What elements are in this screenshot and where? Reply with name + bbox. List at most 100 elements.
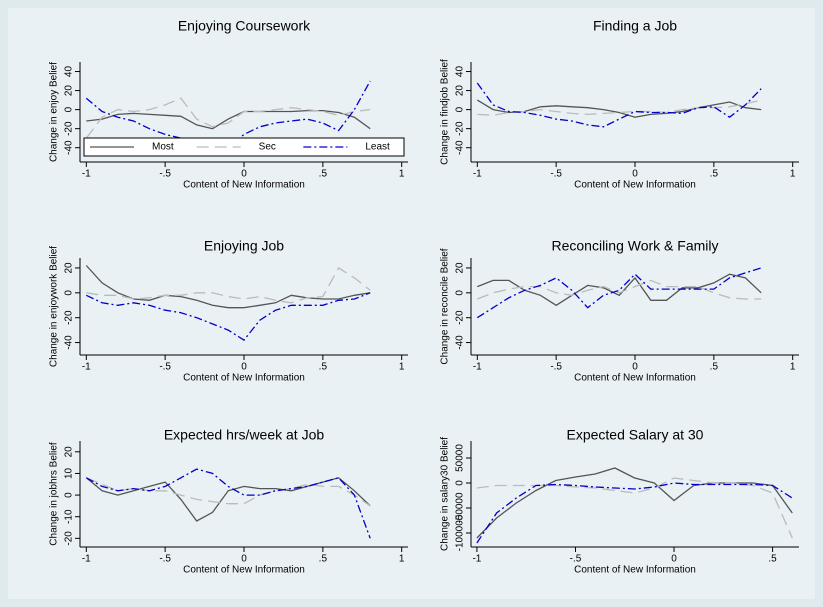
y-tick-label: 20 — [455, 262, 466, 274]
y-tick-label: 20 — [64, 446, 75, 458]
x-tick-label: -1 — [82, 169, 91, 180]
y-tick-label: 0 — [64, 106, 75, 112]
x-tick-label: 1 — [399, 169, 405, 180]
y-tick-label: 20 — [64, 262, 75, 274]
x-tick-label: .5 — [710, 362, 719, 373]
y-tick-label: 0 — [64, 492, 75, 498]
x-tick-label: 0 — [632, 362, 638, 373]
series-line — [86, 109, 371, 130]
x-tick-label: 0 — [241, 554, 247, 565]
x-tick-label: 0 — [241, 169, 247, 180]
x-tick-label: .5 — [319, 362, 328, 373]
series-line — [85, 468, 371, 539]
x-tick-label: -.5 — [159, 554, 171, 565]
x-tick-label: 0 — [241, 362, 247, 373]
x-tick-label: -.5 — [159, 169, 171, 180]
x-tick-label: .5 — [768, 554, 777, 565]
panel: Enjoying Job -1 -.5 0 .5 1 -40 -20 0 20 Content of… — [49, 238, 408, 384]
legend-label: Most — [152, 142, 174, 153]
legend-box — [83, 137, 405, 157]
series-line — [477, 279, 762, 300]
y-tick-label: -20 — [64, 531, 75, 546]
panel: Expected Salary at 30 -1 -.5 0 .5 -100000-500… — [440, 427, 799, 576]
series-line — [85, 97, 371, 139]
y-axis-title: Change in findjob Belief — [440, 59, 451, 165]
y-tick-label: 0 — [455, 290, 466, 296]
x-tick-label: 1 — [790, 169, 796, 180]
panel-title: Reconciling Work & Family — [551, 238, 718, 254]
series-line — [476, 82, 762, 128]
panel-title: Finding a Job — [593, 18, 677, 34]
series-line — [476, 267, 762, 319]
y-tick-label: -50000 — [455, 492, 466, 524]
x-tick-label: -.5 — [550, 169, 562, 180]
y-tick-label: -40 — [64, 140, 75, 155]
series-line — [85, 80, 371, 149]
x-axis-title: Content of New Information — [574, 565, 696, 576]
y-tick-label: -20 — [455, 121, 466, 136]
y-axis-title: Change in enjoywork Belief — [49, 246, 60, 367]
legend-label: Least — [365, 142, 390, 153]
x-tick-label: -.5 — [550, 362, 562, 373]
y-tick-label: 10 — [64, 467, 75, 479]
series-line — [476, 482, 793, 544]
panel: Enjoying Coursework -1 -.5 0 .5 1 -40 -20 0 20 40 C… — [49, 18, 408, 191]
x-tick-label: 0 — [671, 554, 677, 565]
x-tick-label: .5 — [319, 554, 328, 565]
x-tick-label: 0 — [632, 169, 638, 180]
x-axis-title: Content of New Information — [574, 180, 696, 191]
x-tick-label: 1 — [399, 362, 405, 373]
y-tick-label: -20 — [64, 310, 75, 325]
x-tick-label: -1 — [473, 169, 482, 180]
panel: Reconciling Work & Family -1 -.5 0 .5 1 -40 -20… — [440, 238, 799, 384]
x-axis-title: Content of New Information — [183, 180, 305, 191]
series-line — [85, 477, 371, 522]
y-tick-label: 20 — [64, 85, 75, 97]
y-tick-label: -10 — [64, 509, 75, 524]
y-tick-label: 0 — [64, 290, 75, 296]
y-tick-label: -40 — [64, 335, 75, 350]
series-line — [476, 467, 793, 539]
x-tick-label: -.5 — [570, 554, 582, 565]
y-axis-title: Change in salary30 Belief — [440, 437, 451, 551]
panel-title: Enjoying Coursework — [178, 18, 311, 34]
x-tick-label: -1 — [82, 362, 91, 373]
y-tick-label: -20 — [64, 121, 75, 136]
y-axis-title: Change in enjoy Belief — [49, 62, 60, 162]
x-tick-label: 1 — [399, 554, 405, 565]
series-line — [86, 477, 371, 507]
series-line — [86, 266, 371, 304]
legend-label: Sec — [259, 142, 276, 153]
panel: Finding a Job -1 -.5 0 .5 1 -40 -20 0 20 40 Content… — [440, 18, 799, 191]
x-axis-title: Content of New Information — [574, 373, 696, 384]
y-tick-label: 0 — [455, 106, 466, 112]
x-axis-title: Content of New Information — [183, 373, 305, 384]
x-tick-label: .5 — [319, 169, 328, 180]
y-tick-label: 50000 — [455, 444, 466, 472]
series-line — [477, 99, 762, 116]
x-tick-label: -1 — [472, 554, 481, 565]
graph-region — [8, 8, 815, 599]
series-line — [86, 292, 371, 341]
x-tick-label: -.5 — [159, 362, 171, 373]
y-tick-label: 0 — [455, 480, 466, 486]
y-tick-label: -40 — [455, 335, 466, 350]
panel-title: Enjoying Job — [204, 238, 284, 254]
y-axis-title: Change in reconcile Belief — [440, 248, 451, 364]
y-tick-label: -40 — [455, 140, 466, 155]
y-tick-label: -100000 — [455, 514, 466, 551]
panel-title: Expected Salary at 30 — [567, 427, 704, 443]
y-tick-label: -20 — [455, 310, 466, 325]
x-tick-label: -1 — [473, 362, 482, 373]
y-axis-title: Change in jobhrs Belief — [49, 442, 60, 546]
x-tick-label: -1 — [82, 554, 91, 565]
y-tick-label: 40 — [64, 66, 75, 78]
y-tick-label: 20 — [455, 85, 466, 97]
x-tick-label: .5 — [710, 169, 719, 180]
panel: Expected hrs/week at Job -1 -.5 0 .5 1 -20 -10 0… — [49, 427, 408, 576]
y-tick-label: 40 — [455, 66, 466, 78]
x-axis-title: Content of New Information — [183, 565, 305, 576]
x-tick-label: 1 — [790, 362, 796, 373]
panel-title: Expected hrs/week at Job — [164, 427, 325, 443]
